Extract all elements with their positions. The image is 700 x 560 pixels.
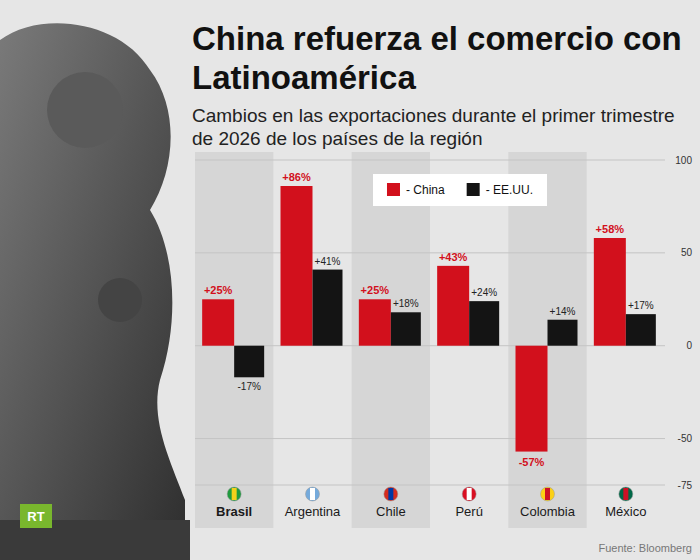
flag <box>462 487 476 501</box>
title: China refuerza el comercio conLatinoamér… <box>192 20 682 96</box>
grid-line <box>195 160 665 161</box>
category-label: Perú <box>455 504 482 519</box>
bar <box>313 270 343 346</box>
subtitle: Cambios en las exportaciones durante el … <box>192 105 675 149</box>
column-band <box>508 152 586 528</box>
legend-box <box>373 174 547 206</box>
flag <box>541 487 555 501</box>
data-label: -57% <box>519 456 545 468</box>
legend-swatch <box>387 183 400 196</box>
flag-stripe <box>467 488 472 500</box>
flag-stripe <box>310 488 315 500</box>
bar <box>234 346 264 378</box>
bars <box>202 186 656 452</box>
legend-swatch <box>467 183 480 196</box>
source: Fuente: Bloomberg <box>598 542 692 554</box>
flag-stripe <box>545 488 550 500</box>
flag-circle <box>384 487 398 501</box>
data-labels: +25% +86% +25% +43% -57% +58% -17% +41% +18% +24%… <box>204 171 654 468</box>
flag-stripe <box>232 488 237 500</box>
bar <box>626 314 656 346</box>
logo-box <box>20 504 52 528</box>
tick-label: 50 <box>681 247 693 258</box>
flag-circle <box>541 487 555 501</box>
background <box>0 0 700 560</box>
data-label: +17% <box>628 300 654 311</box>
lion-detail <box>98 278 142 322</box>
bar <box>594 238 626 346</box>
category-label: Colombia <box>520 504 576 519</box>
tick-label: -75 <box>678 480 693 491</box>
bar <box>281 186 313 346</box>
bar <box>469 301 499 346</box>
bar <box>516 346 548 452</box>
data-label: +41% <box>315 256 341 267</box>
data-label: +43% <box>439 251 468 263</box>
tick-label: -50 <box>678 433 693 444</box>
grid-line <box>195 485 665 486</box>
grid-line <box>195 438 665 439</box>
flag-circle <box>462 487 476 501</box>
bar <box>548 320 578 346</box>
category-label: México <box>605 504 646 519</box>
legend-label: - China <box>406 183 445 197</box>
chart-root: China refuerza el comercio conLatinoamér… <box>0 0 700 560</box>
legend-label: - EE.UU. <box>486 183 533 197</box>
flag-circle <box>306 487 320 501</box>
category-label: Chile <box>376 504 406 519</box>
flag <box>306 487 320 501</box>
flag <box>384 487 398 501</box>
data-label: +25% <box>361 284 390 296</box>
data-label: +18% <box>393 298 419 309</box>
data-label: -17% <box>237 381 260 392</box>
bar <box>437 266 469 346</box>
lion-shape <box>0 23 185 560</box>
flag-stripe <box>623 488 628 500</box>
tick-label: 0 <box>686 340 692 351</box>
bar <box>202 299 234 345</box>
flag <box>619 487 633 501</box>
flag <box>227 487 241 501</box>
flag-circle <box>227 487 241 501</box>
data-label: +25% <box>204 284 233 296</box>
data-label: +24% <box>471 287 497 298</box>
category-label: Argentina <box>285 504 341 519</box>
logo: RT <box>27 509 44 524</box>
data-label: +14% <box>550 306 576 317</box>
flag-stripe <box>388 488 393 500</box>
data-label: +86% <box>282 171 311 183</box>
column-band <box>195 152 273 528</box>
decoration <box>0 23 190 560</box>
legend: - China - EE.UU. <box>373 174 547 206</box>
bar <box>391 312 421 345</box>
tick-label: 100 <box>675 155 692 166</box>
column-band <box>352 152 430 528</box>
lion-detail <box>47 72 123 148</box>
data-label: +58% <box>596 223 625 235</box>
flag-circle <box>619 487 633 501</box>
category-label: Brasil <box>216 504 252 519</box>
bar <box>359 299 391 345</box>
